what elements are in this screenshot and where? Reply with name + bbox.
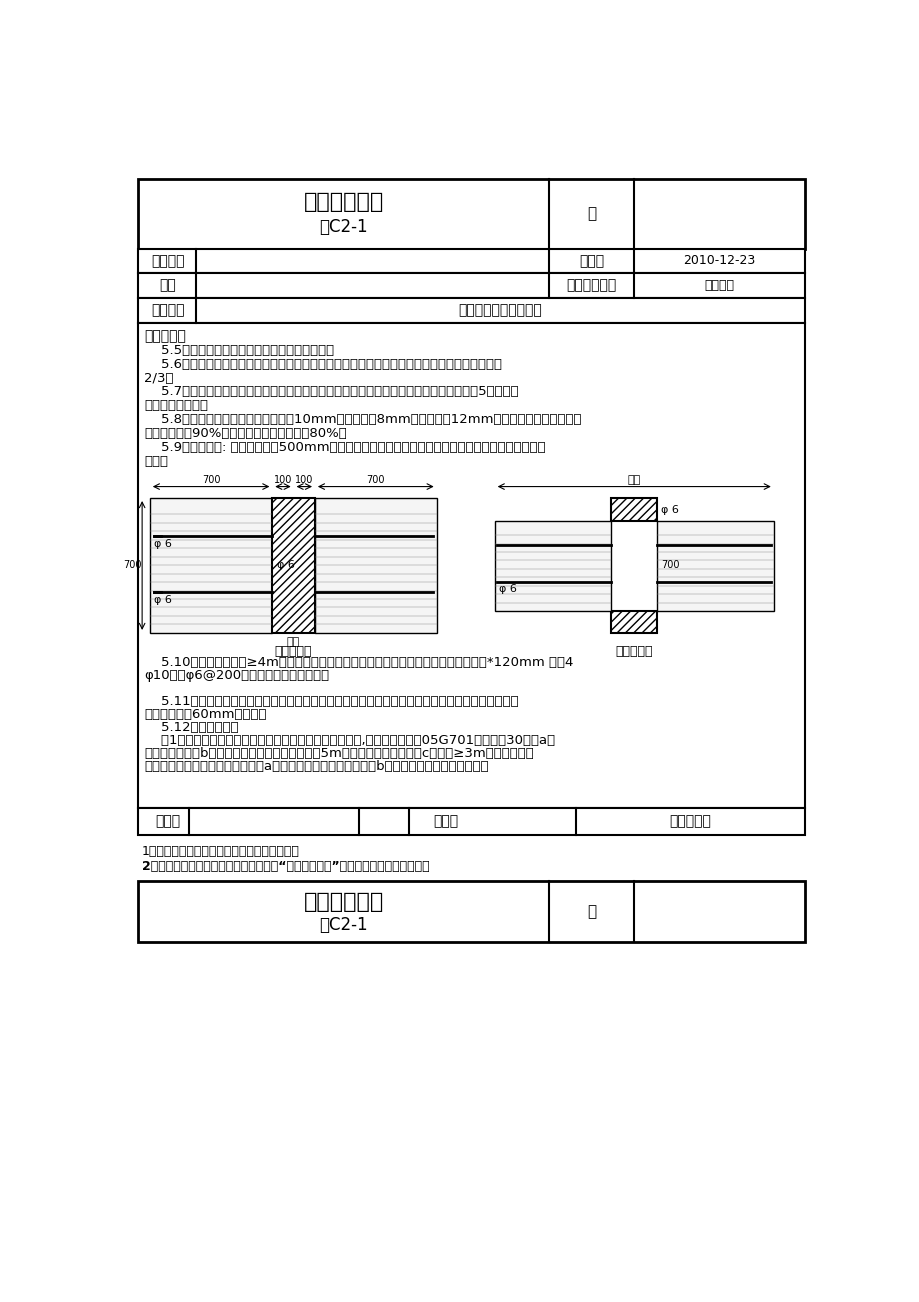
Text: 编: 编 [586, 904, 596, 919]
Text: 5.11窗洞口砌筑：在砌筑窗洞口时窗洞口两侧按以下图所示设置实心砌块将来用以固定窗框窗底口: 5.11窗洞口砌筑：在砌筑窗洞口时窗洞口两侧按以下图所示设置实心砌块将来用以固定… [144, 695, 518, 708]
Text: φ 6: φ 6 [498, 585, 516, 595]
Text: 2/3。: 2/3。 [144, 371, 174, 384]
Text: 表C2-1: 表C2-1 [319, 917, 368, 935]
Bar [138, 807, 804, 835]
Text: 技术交底记录: 技术交底记录 [303, 193, 383, 212]
Text: 分项工程名称: 分项工程名称 [566, 279, 616, 293]
Bar [138, 881, 804, 943]
Text: 审核人: 审核人 [155, 814, 180, 828]
Text: 700: 700 [123, 560, 142, 570]
Text: 100: 100 [295, 475, 313, 486]
Text: φ 6: φ 6 [661, 505, 678, 514]
Text: 编: 编 [586, 207, 596, 221]
Text: 再砌顶部斜砌块。: 再砌顶部斜砌块。 [144, 400, 209, 413]
Text: 技术交底记录: 技术交底记录 [303, 892, 383, 913]
Text: 100: 100 [274, 475, 292, 486]
Bar [138, 249, 804, 273]
Text: 围护墙的以下部位应设置构造柱：a、内外墙交接处外墙转角处；b、相邻隔墙或框架柱的间距大: 围护墙的以下部位应设置构造柱：a、内外墙交接处外墙转角处；b、相邻隔墙或框架柱的… [144, 760, 489, 773]
Text: 除有梁外均设60mm厚压顶。: 除有梁外均设60mm厚压顶。 [144, 708, 267, 721]
Text: 砀筑工程施工技术交底: 砀筑工程施工技术交底 [459, 303, 542, 318]
Bar [610, 499, 657, 521]
Text: 交底提要: 交底提要 [151, 303, 184, 318]
Text: 交底日: 交底日 [578, 254, 604, 268]
Text: 用于外隔墙: 用于外隔墙 [274, 644, 312, 658]
Text: φ10筠筋φ6@200卧梁钉筋锡入两端柱内。: φ10筠筋φ6@200卧梁钉筋锡入两端柱内。 [144, 669, 329, 682]
Text: 用于内隔墙: 用于内隔墙 [615, 644, 652, 658]
Text: 5.9拉接筋设置: 墙体竖向每隔500mm设一道拉接筋采用植筋的方式与框架柱或混凝土墙体连接。如: 5.9拉接筋设置: 墙体竖向每隔500mm设一道拉接筋采用植筋的方式与框架柱或混… [144, 441, 546, 454]
Text: 700: 700 [366, 475, 385, 486]
Text: （1）填充墙中构造柱设置：内隔墙以下情况设置构造柱,其构造详见西卉05G701（四）第30页：a、: （1）填充墙中构造柱设置：内隔墙以下情况设置构造柱,其构造详见西卉05G701（… [144, 734, 555, 747]
Text: 2、当做分项工程施工技术交底时应填写“分项工程名称”栏其他技术交底可不填写。: 2、当做分项工程施工技术交底时应填写“分项工程名称”栏其他技术交底可不填写。 [142, 861, 429, 874]
Text: 施工: 施工 [159, 279, 176, 293]
Bar [150, 499, 272, 633]
Text: 700: 700 [661, 560, 679, 570]
Bar [610, 612, 657, 633]
Text: 5.7墙顶部用页岩砌斜砌砌块必须逐块嵌紧挤实填满沙浆宜待下部墙体充分收水、稳定（5天）以后: 5.7墙顶部用页岩砌斜砌砌块必须逐块嵌紧挤实填满沙浆宜待下部墙体充分收水、稳定（… [144, 385, 518, 398]
Text: 表C2-1: 表C2-1 [319, 217, 368, 236]
Text: 墙厚: 墙厚 [287, 637, 300, 647]
Text: 5.12构造柱设置：: 5.12构造柱设置： [144, 721, 239, 734]
Bar [314, 499, 437, 633]
Text: 接收交底人: 接收交底人 [669, 814, 710, 828]
Bar [657, 521, 773, 612]
Text: φ 6: φ 6 [153, 539, 172, 548]
Text: φ 6: φ 6 [153, 595, 172, 605]
Bar [138, 323, 804, 807]
Bar [494, 521, 610, 612]
Text: φ 6: φ 6 [277, 560, 294, 570]
Text: 下图：: 下图： [144, 454, 168, 467]
Bar [138, 180, 804, 249]
Text: 2010-12-23: 2010-12-23 [683, 254, 754, 267]
Bar [272, 499, 314, 633]
Text: 装饰工程: 装饰工程 [704, 279, 733, 292]
Text: 交底人: 交底人 [433, 814, 459, 828]
Text: 工程名称: 工程名称 [151, 254, 184, 268]
Text: 700: 700 [201, 475, 221, 486]
Text: 5.6墙体转角处和纵横墙交接处应同时砌筑临时连续处应砌成斜槎斜槎程度长度不应小于高度的: 5.6墙体转角处和纵横墙交接处应同时砌筑临时连续处应砌成斜槎斜槎程度长度不应小于… [144, 358, 502, 371]
Text: 5.5应对孔错缝携砌携接长度为半个主规格砌。: 5.5应对孔错缝携砌携接长度为半个主规格砌。 [144, 344, 335, 357]
Text: 满度不应低于90%竖向灰缝饱满度不得低于80%。: 满度不应低于90%竖向灰缝饱满度不得低于80%。 [144, 427, 346, 440]
Text: 交底内容：: 交底内容： [144, 329, 187, 344]
Text: 内隔墙转角处；b、相邻隔墙或框架柱的间距大于5m时墙段内增设构造柱。c、门洞≥3m的洞口两侧。: 内隔墙转角处；b、相邻隔墙或框架柱的间距大于5m时墙段内增设构造柱。c、门洞≥3… [144, 747, 534, 760]
Text: 5.10卧梁设置：高度≥4m的填充墙半层高处或门、窗上口应设置长卧梁梁截面为墙厚*120mm 纵筋4: 5.10卧梁设置：高度≥4m的填充墙半层高处或门、窗上口应设置长卧梁梁截面为墙厚… [144, 656, 573, 669]
Text: 5.8程度灰缝厚度和竖向灰缝一般为10mm但不应小于8mm也不应大于12mm。砌体程度灰缝的砂浆饱: 5.8程度灰缝厚度和竖向灰缝一般为10mm但不应小于8mm也不应大于12mm。砌… [144, 413, 582, 426]
Bar [138, 298, 804, 323]
Bar [138, 273, 804, 298]
Text: 1、本表由施工填写交底与承受交底各存一份。: 1、本表由施工填写交底与承受交底各存一份。 [142, 845, 300, 858]
Text: 墙厚: 墙厚 [627, 475, 641, 486]
